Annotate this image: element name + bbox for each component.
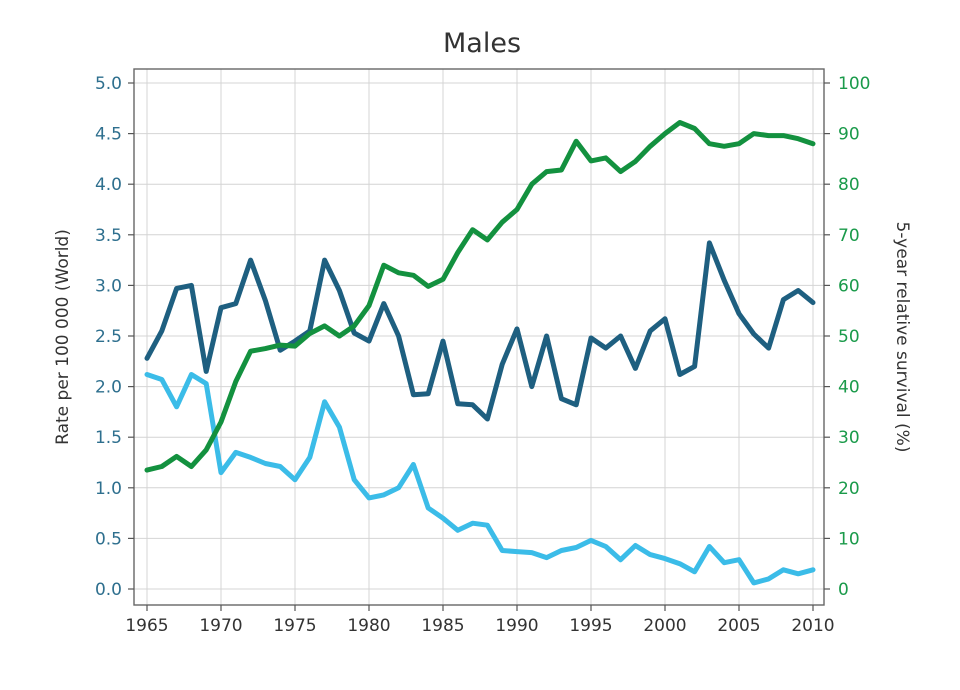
y-right-tick-label: 90	[838, 125, 860, 145]
tick-marks	[128, 82, 830, 611]
x-tick-label: 1970	[199, 616, 242, 636]
y-right-tick-label: 50	[838, 327, 860, 347]
y-left-tick-label: 5.0	[95, 74, 122, 94]
series-line-mortality	[144, 372, 816, 586]
y-right-tick-label: 20	[838, 479, 860, 499]
y-right-tick-label: 60	[838, 276, 860, 296]
x-tick-label: 1985	[421, 616, 464, 636]
series-line-incidence	[144, 240, 816, 422]
y-left-tick-label: 4.0	[95, 175, 122, 195]
x-tick-label: 1975	[273, 616, 316, 636]
y-axis-left-label: Rate per 100 000 (World)	[53, 229, 73, 445]
y-right-tick-label: 40	[838, 378, 860, 398]
y-right-tick-label: 100	[838, 74, 870, 94]
x-tick-label: 2010	[791, 616, 834, 636]
y-left-tick-label: 2.5	[95, 327, 122, 347]
y-left-tick-label: 0.5	[95, 529, 122, 549]
y-right-tick-label: 80	[838, 175, 860, 195]
chart-title: Males	[443, 28, 521, 59]
y-left-tick-label: 3.5	[95, 226, 122, 246]
x-tick-label: 1995	[569, 616, 612, 636]
y-left-tick-label: 0.0	[95, 580, 122, 600]
y-right-tick-label: 10	[838, 529, 860, 549]
y-left-tick-label: 2.0	[95, 378, 122, 398]
y-axis-right-label: 5-year relative survival (%)	[892, 222, 912, 453]
x-tick-label: 1990	[495, 616, 538, 636]
y-right-tick-label: 70	[838, 226, 860, 246]
y-left-tick-label: 1.5	[95, 428, 122, 448]
tick-labels: 1965 1970 1975 1980 1985 1990 1995 2000 2005 2010…	[95, 74, 871, 636]
y-left-tick-label: 4.5	[95, 125, 122, 145]
x-tick-label: 1980	[347, 616, 390, 636]
x-tick-label: 2005	[717, 616, 760, 636]
y-left-tick-label: 3.0	[95, 276, 122, 296]
series-lines	[144, 120, 816, 586]
y-right-tick-label: 0	[838, 580, 849, 600]
series-line-survival	[144, 120, 816, 473]
x-tick-label: 2000	[643, 616, 686, 636]
y-right-tick-label: 30	[838, 428, 860, 448]
y-left-tick-label: 1.0	[95, 479, 122, 499]
plot-frame	[133, 68, 825, 606]
x-tick-label: 1965	[125, 616, 168, 636]
